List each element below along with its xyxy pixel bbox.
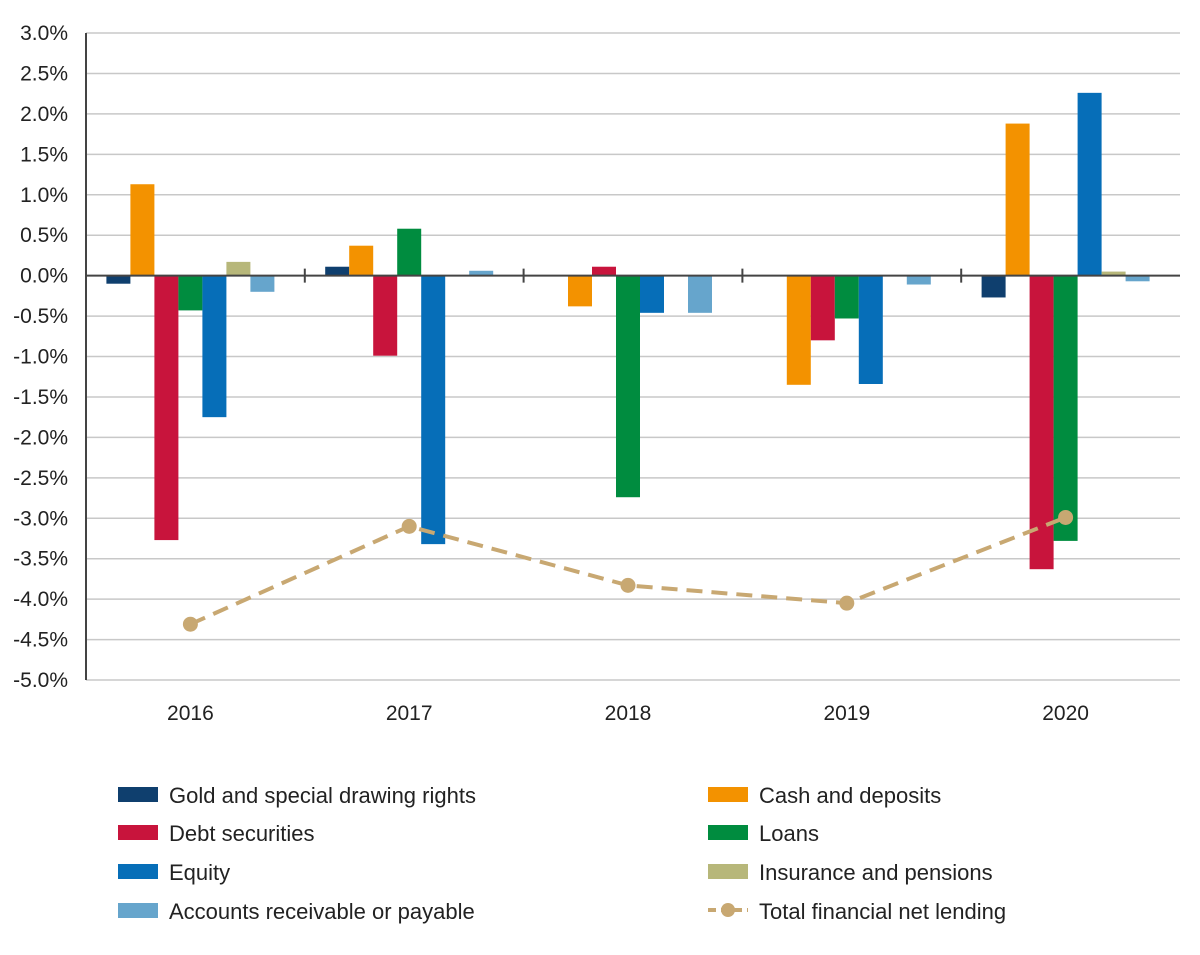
total-line [189, 515, 1067, 627]
bar [250, 275, 275, 292]
y-tick-label: -4.0% [13, 588, 68, 611]
y-tick-label: -2.0% [13, 426, 68, 449]
total-marker [401, 518, 417, 534]
total-marker [1058, 509, 1074, 525]
bar [397, 228, 422, 276]
y-tick-label: 0.0% [20, 265, 68, 288]
y-tick-label: 2.0% [20, 103, 68, 126]
y-tick-label: 3.0% [20, 22, 68, 45]
legend-swatch [118, 787, 158, 802]
y-tick-label: 1.0% [20, 184, 68, 207]
y-tick-label: -2.5% [13, 467, 68, 490]
bar [1125, 275, 1150, 282]
x-tick-label: 2016 [167, 702, 214, 725]
y-tick-label: -5.0% [13, 669, 68, 692]
y-tick-label: 0.5% [20, 224, 68, 247]
legend-item: Equity [118, 860, 230, 885]
bar [1005, 123, 1030, 276]
bar [1077, 92, 1102, 276]
bar [810, 275, 835, 341]
legend-label: Debt securities [169, 821, 315, 846]
x-tick-label: 2017 [386, 702, 433, 725]
bar [834, 275, 859, 319]
legend-label: Insurance and pensions [759, 860, 993, 885]
bar [373, 275, 398, 356]
legend-swatch [708, 864, 748, 879]
legend-item: Accounts receivable or payable [118, 899, 475, 924]
legend-swatch [118, 903, 158, 918]
bar [786, 275, 811, 385]
bar [325, 266, 350, 276]
legend-item: Insurance and pensions [708, 860, 993, 885]
total-marker [620, 577, 636, 593]
legend-swatch [118, 825, 158, 840]
y-tick-label: -1.5% [13, 386, 68, 409]
y-tick-label: -3.0% [13, 507, 68, 530]
bar [1053, 275, 1078, 541]
legend-label: Accounts receivable or payable [169, 899, 475, 924]
bar [688, 275, 712, 313]
y-tick-label: 1.5% [20, 143, 68, 166]
legend-item: Total financial net lending [708, 899, 1006, 924]
legend-swatch [118, 864, 158, 879]
bar [349, 245, 374, 276]
bar [906, 275, 931, 285]
bar [981, 275, 1006, 298]
legend-item: Loans [708, 821, 819, 846]
legend-item: Cash and deposits [708, 783, 941, 808]
total-marker [839, 595, 855, 611]
bar [568, 275, 592, 307]
legend-marker-icon [721, 903, 735, 917]
legend-label: Gold and special drawing rights [169, 783, 476, 808]
legend-item: Gold and special drawing rights [118, 783, 476, 808]
x-tick-label: 2018 [605, 702, 652, 725]
legend-item: Debt securities [118, 821, 315, 846]
total-marker [182, 616, 198, 632]
bar [1101, 271, 1126, 276]
bar [421, 275, 446, 545]
legend-label: Equity [169, 860, 230, 885]
legend-swatch [708, 825, 748, 840]
bar [858, 275, 883, 384]
bar [1029, 275, 1054, 570]
x-tick-label: 2019 [823, 702, 870, 725]
bar [154, 275, 179, 541]
legend-label: Total financial net lending [759, 899, 1006, 924]
legend-label: Cash and deposits [759, 783, 941, 808]
bar [640, 275, 664, 313]
legend-swatch [708, 787, 748, 802]
bar [592, 266, 616, 276]
y-tick-label: 2.5% [20, 62, 68, 85]
bar [202, 275, 227, 418]
bar [106, 275, 131, 284]
bar [226, 261, 251, 276]
y-tick-label: -4.5% [13, 629, 68, 652]
y-tick-label: -1.0% [13, 346, 68, 369]
x-tick-label: 2020 [1042, 702, 1089, 725]
y-tick-label: -0.5% [13, 305, 68, 328]
bar [130, 184, 155, 276]
bar [178, 275, 203, 311]
y-tick-label: -3.5% [13, 548, 68, 571]
legend-label: Loans [759, 821, 819, 846]
bar [616, 275, 640, 498]
bar [469, 270, 494, 276]
